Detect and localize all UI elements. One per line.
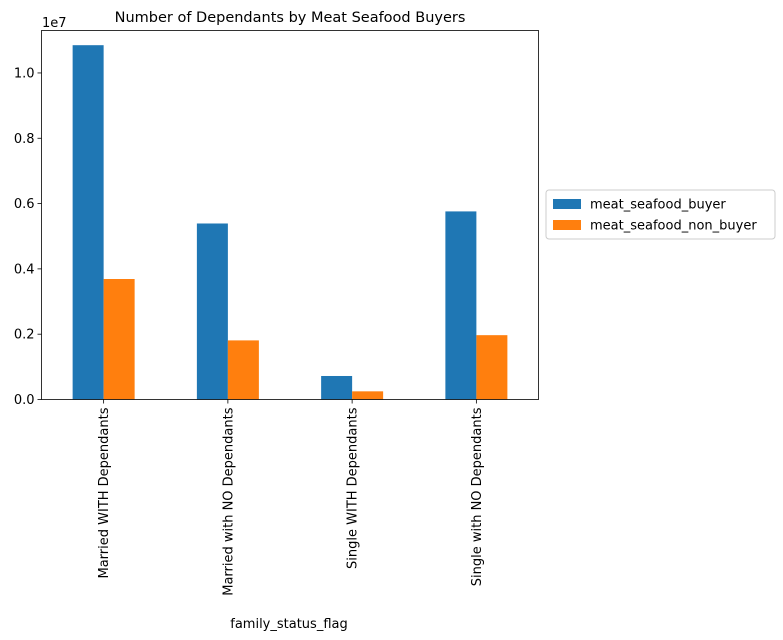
bars	[72, 45, 508, 400]
bar-meat-seafood-buyer-2	[196, 223, 228, 400]
legend-swatch-meat-seafood-buyer	[553, 199, 581, 209]
bar-meat-seafood-buyer-4	[445, 211, 477, 400]
y-axis-ticks: 0.0 0.2 0.4 0.6 0.8 1.0	[14, 66, 42, 408]
legend-label-meat-seafood-non-buyer: meat_seafood_non_buyer	[590, 219, 757, 234]
y-tick-label: 0.6	[14, 197, 35, 212]
x-tick-label: Married WITH Dependants	[97, 407, 112, 578]
bar-meat-seafood-non-buyer-2	[227, 340, 259, 400]
legend: meat_seafood_buyer meat_seafood_non_buyer	[545, 189, 776, 240]
plot-area-frame	[41, 30, 539, 400]
legend-swatch-meat-seafood-non-buyer	[553, 220, 581, 230]
y-tick-label: 0.0	[14, 393, 35, 408]
x-tick-label: Married with NO Dependants	[221, 407, 236, 595]
bar-meat-seafood-buyer-3	[321, 375, 353, 400]
bar-meat-seafood-buyer-1	[72, 45, 104, 400]
x-axis-label: family_status_flag	[230, 617, 347, 632]
x-tick-label: Single WITH Dependants	[346, 407, 361, 569]
bar-meat-seafood-non-buyer-1	[103, 279, 135, 400]
y-tick-label: 0.8	[14, 132, 35, 147]
legend-label-meat-seafood-buyer: meat_seafood_buyer	[590, 198, 726, 213]
x-axis-ticks: Married WITH Dependants Married with NO D…	[97, 399, 485, 596]
bar-meat-seafood-non-buyer-4	[476, 335, 508, 400]
y-tick-label: 0.2	[14, 328, 35, 343]
x-tick-label: Single with NO Dependants	[470, 407, 485, 586]
y-tick-label: 1.0	[14, 66, 35, 81]
y-tick-label: 0.4	[14, 262, 35, 277]
legend-frame	[545, 189, 776, 240]
chart-title: Number of Dependants by Meat Seafood Buy…	[115, 10, 466, 26]
bar-meat-seafood-non-buyer-3	[352, 391, 384, 400]
y-axis-offset-text: 1e7	[42, 16, 67, 31]
